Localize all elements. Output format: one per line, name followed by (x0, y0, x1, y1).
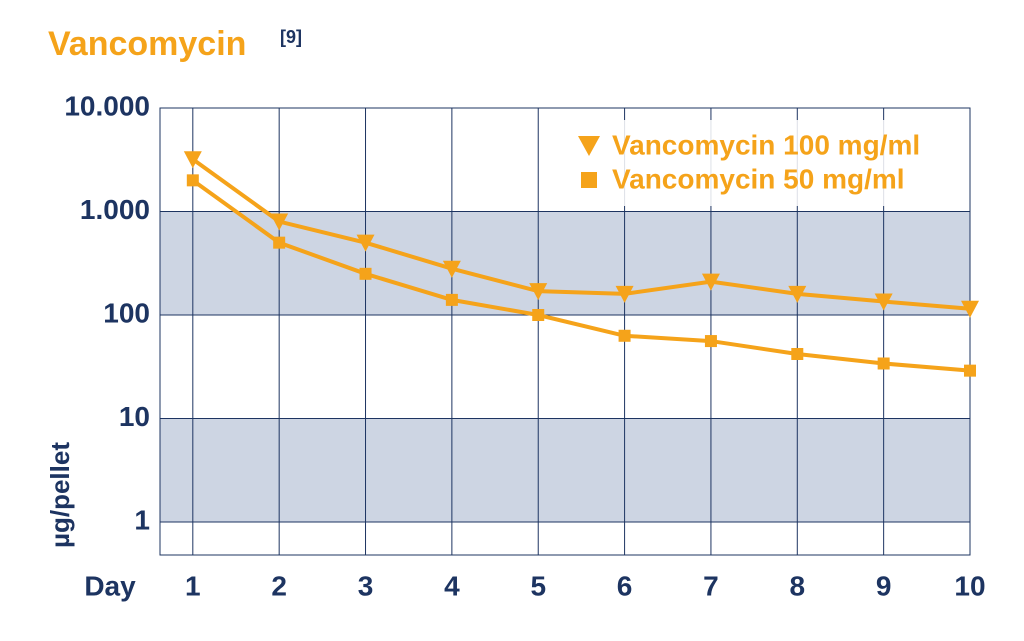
marker (701, 273, 720, 291)
x-tick-label: 8 (790, 570, 806, 601)
x-tick-label: 7 (703, 570, 719, 601)
legend-marker (578, 136, 600, 156)
y-tick-label: 10 (119, 401, 150, 432)
marker (874, 293, 893, 311)
plot-band (160, 315, 970, 419)
marker (532, 309, 545, 322)
line (191, 157, 971, 311)
y-tick-label: 100 (103, 297, 150, 328)
x-tick-label: 3 (358, 570, 374, 601)
marker (183, 151, 202, 169)
marker (615, 285, 634, 303)
marker (273, 236, 286, 249)
plot-band (160, 418, 970, 523)
marker (442, 260, 461, 278)
chart-title: Vancomycin (48, 25, 246, 63)
marker (186, 174, 199, 187)
y-tick-label: 1 (134, 504, 150, 535)
x-tick-label: 10 (954, 570, 985, 601)
series (186, 174, 976, 377)
x-tick-label: 9 (876, 570, 892, 601)
series (183, 151, 979, 318)
legend-box (564, 120, 964, 206)
marker (877, 357, 890, 370)
marker (704, 335, 717, 348)
marker (618, 329, 631, 342)
title-note: [9] (280, 27, 302, 47)
marker (788, 285, 807, 303)
marker (529, 283, 548, 301)
marker (356, 234, 375, 252)
x-tick-label: 5 (530, 570, 546, 601)
legend-marker (581, 172, 597, 188)
y-tick-label: 10.000 (64, 90, 150, 121)
x-tick-label: 2 (271, 570, 287, 601)
marker (964, 364, 976, 377)
y-tick-label: 1.000 (80, 194, 150, 225)
marker (270, 213, 289, 231)
plot-band (160, 522, 970, 555)
x-axis-label: Day (84, 570, 136, 601)
legend-label: Vancomycin 50 mg/ml (612, 163, 905, 194)
marker (961, 300, 979, 318)
x-tick-label: 1 (185, 570, 201, 601)
marker (359, 267, 372, 280)
plot-frame (159, 107, 971, 556)
y-axis-label: µg/pellet (45, 442, 75, 548)
x-tick-label: 4 (444, 570, 460, 601)
marker (791, 347, 804, 360)
x-tick-label: 6 (617, 570, 633, 601)
legend-label: Vancomycin 100 mg/ml (612, 129, 920, 160)
line (191, 178, 971, 373)
marker (445, 293, 458, 306)
